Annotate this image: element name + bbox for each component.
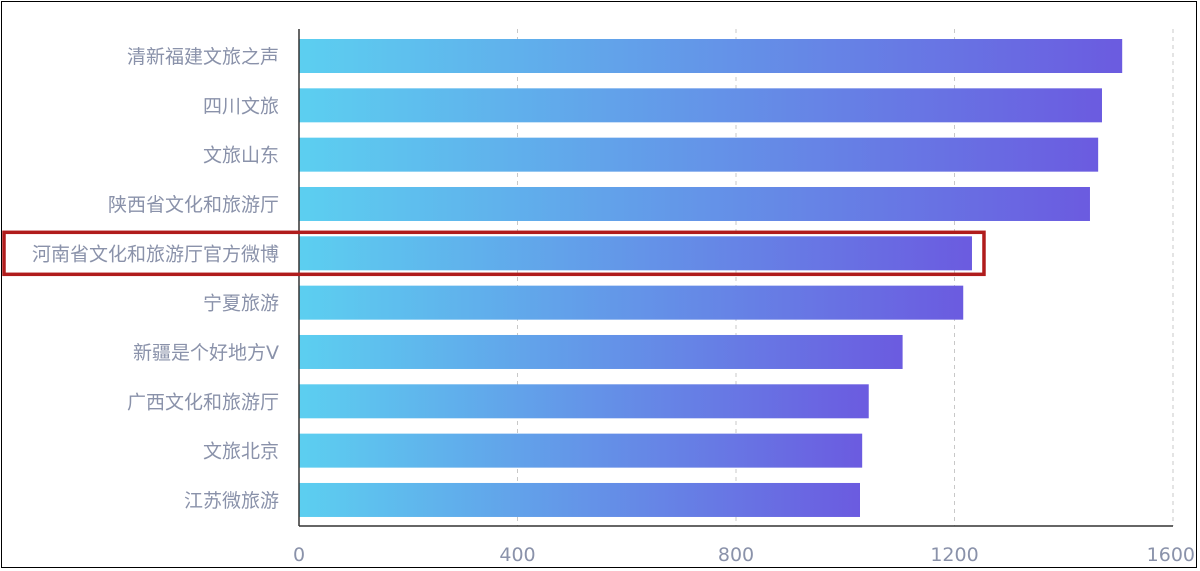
highlight-box-layer <box>2 230 986 277</box>
category-label: 文旅山东 <box>203 145 279 167</box>
bar <box>299 384 869 419</box>
x-tick-labels: 0 400 800 1200 1600 <box>293 544 1195 566</box>
bar <box>299 334 903 369</box>
bar <box>299 186 1090 221</box>
category-label: 清新福建文旅之声 <box>127 46 279 68</box>
category-label: 江苏微旅游 <box>184 490 279 512</box>
x-tick-label: 0 <box>293 544 305 566</box>
x-tick-label: 1600 <box>1147 544 1195 566</box>
bar <box>299 88 1102 123</box>
x-tick-label: 400 <box>499 544 535 566</box>
category-label: 文旅北京 <box>203 441 279 463</box>
highlight-box <box>2 230 986 277</box>
axes <box>298 29 1173 527</box>
category-label: 广西文化和旅游厅 <box>127 391 279 413</box>
category-label: 四川文旅 <box>203 95 279 117</box>
category-label: 河南省文化和旅游厅官方微博 <box>32 243 279 265</box>
bars <box>299 39 1123 517</box>
x-tick-label: 800 <box>718 544 754 566</box>
category-label: 宁夏旅游 <box>203 293 279 315</box>
category-label: 新疆是个好地方V <box>133 342 279 364</box>
category-labels: 清新福建文旅之声四川文旅文旅山东陕西省文化和旅游厅河南省文化和旅游厅官方微博宁夏… <box>32 46 279 512</box>
category-label: 陕西省文化和旅游厅 <box>108 194 279 216</box>
bar <box>299 137 1099 172</box>
bar <box>299 285 964 320</box>
x-tick-label: 1200 <box>930 544 978 566</box>
bar <box>299 482 860 517</box>
bar <box>299 433 863 468</box>
bar <box>299 236 972 271</box>
bar <box>299 39 1123 73</box>
